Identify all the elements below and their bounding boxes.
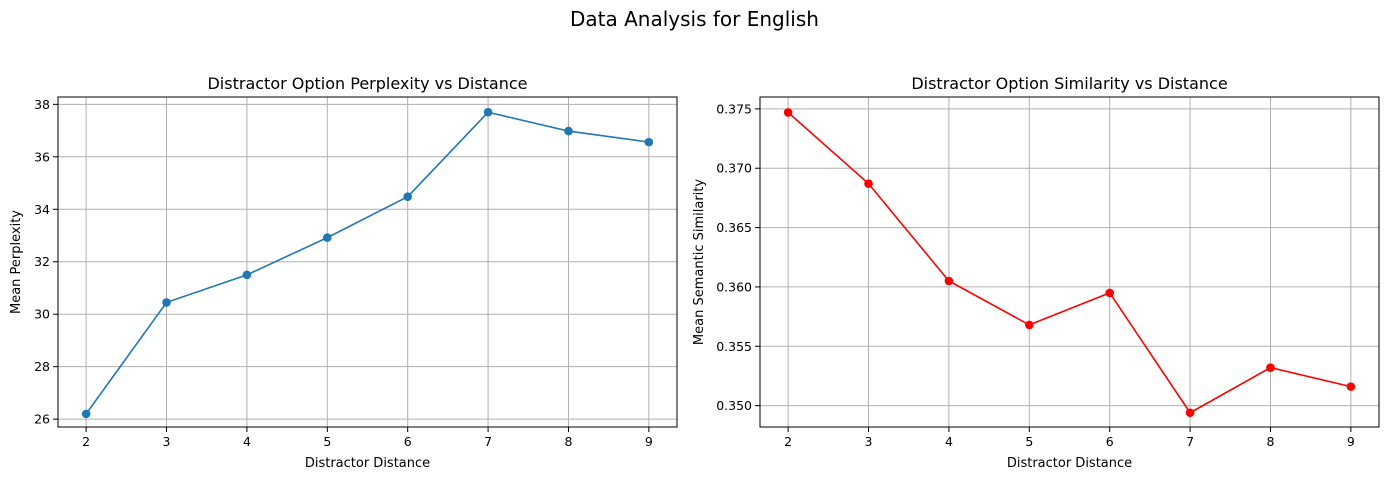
y-tick-label: 32 <box>34 254 50 269</box>
data-point <box>323 233 332 242</box>
x-axis-label: Distractor Distance <box>305 456 430 471</box>
y-axis-label: Mean Perplexity <box>9 210 24 314</box>
plot-title: Distractor Option Perplexity vs Distance <box>207 74 527 93</box>
y-tick-label: 36 <box>34 149 50 164</box>
x-tick-label: 9 <box>1347 434 1355 449</box>
data-point <box>1185 408 1195 418</box>
data-point <box>783 108 793 117</box>
data-point <box>1105 288 1114 298</box>
x-tick-label: 8 <box>564 434 572 449</box>
data-point <box>483 107 493 117</box>
x-tick-label: 3 <box>163 434 171 449</box>
y-tick-label: 34 <box>34 202 50 217</box>
plot-title: Distractor Option Similarity vs Distance <box>911 74 1227 93</box>
x-tick-label: 5 <box>1025 434 1033 449</box>
y-tick-label: 30 <box>34 307 50 322</box>
y-tick-label: 0.350 <box>716 398 752 413</box>
y-tick-label: 0.365 <box>716 220 752 235</box>
y-axis-label: Mean Semantic Similarity <box>692 179 707 345</box>
series-line <box>787 111 1352 414</box>
data-point <box>162 298 171 307</box>
plot-frame <box>57 96 678 428</box>
x-tick-label: 7 <box>1186 434 1194 449</box>
x-tick-label: 3 <box>865 434 873 449</box>
data-point <box>644 137 654 147</box>
x-axis-label: Distractor Distance <box>1007 456 1132 471</box>
x-tick-label: 9 <box>645 434 653 449</box>
similarity-plot: 2 3 4 5 6 7 8 9 0.350 0.355 0.360 0.365 0.370 0.375 Di… <box>692 74 1380 471</box>
data-point <box>1025 320 1034 330</box>
data-point <box>944 276 954 286</box>
data-point <box>242 270 252 280</box>
x-tick-label: 8 <box>1266 434 1274 449</box>
y-tick-label: 0.355 <box>716 339 752 354</box>
data-point <box>81 409 91 419</box>
data-point <box>403 192 412 201</box>
y-tick-label: 26 <box>34 412 50 427</box>
data-point <box>864 179 873 188</box>
y-tick-label: 0.370 <box>716 161 752 176</box>
x-tick-label: 6 <box>1106 434 1114 449</box>
y-tick-label: 0.375 <box>716 101 752 116</box>
y-tick-label: 0.360 <box>716 279 752 294</box>
x-tick-label: 4 <box>945 434 953 449</box>
data-point <box>564 126 573 136</box>
data-point <box>1266 363 1275 372</box>
plot-frame <box>759 96 1380 428</box>
data-point <box>1346 382 1356 391</box>
y-tick-label: 28 <box>34 359 50 374</box>
x-tick-label: 5 <box>323 434 331 449</box>
y-tick-label: 38 <box>34 97 50 112</box>
x-tick-label: 6 <box>404 434 412 449</box>
series-line <box>85 111 649 415</box>
figure-title: Data Analysis for English <box>570 7 819 31</box>
x-tick-label: 7 <box>484 434 492 449</box>
x-tick-label: 2 <box>784 434 792 449</box>
x-tick-label: 4 <box>243 434 251 449</box>
x-tick-label: 2 <box>82 434 90 449</box>
